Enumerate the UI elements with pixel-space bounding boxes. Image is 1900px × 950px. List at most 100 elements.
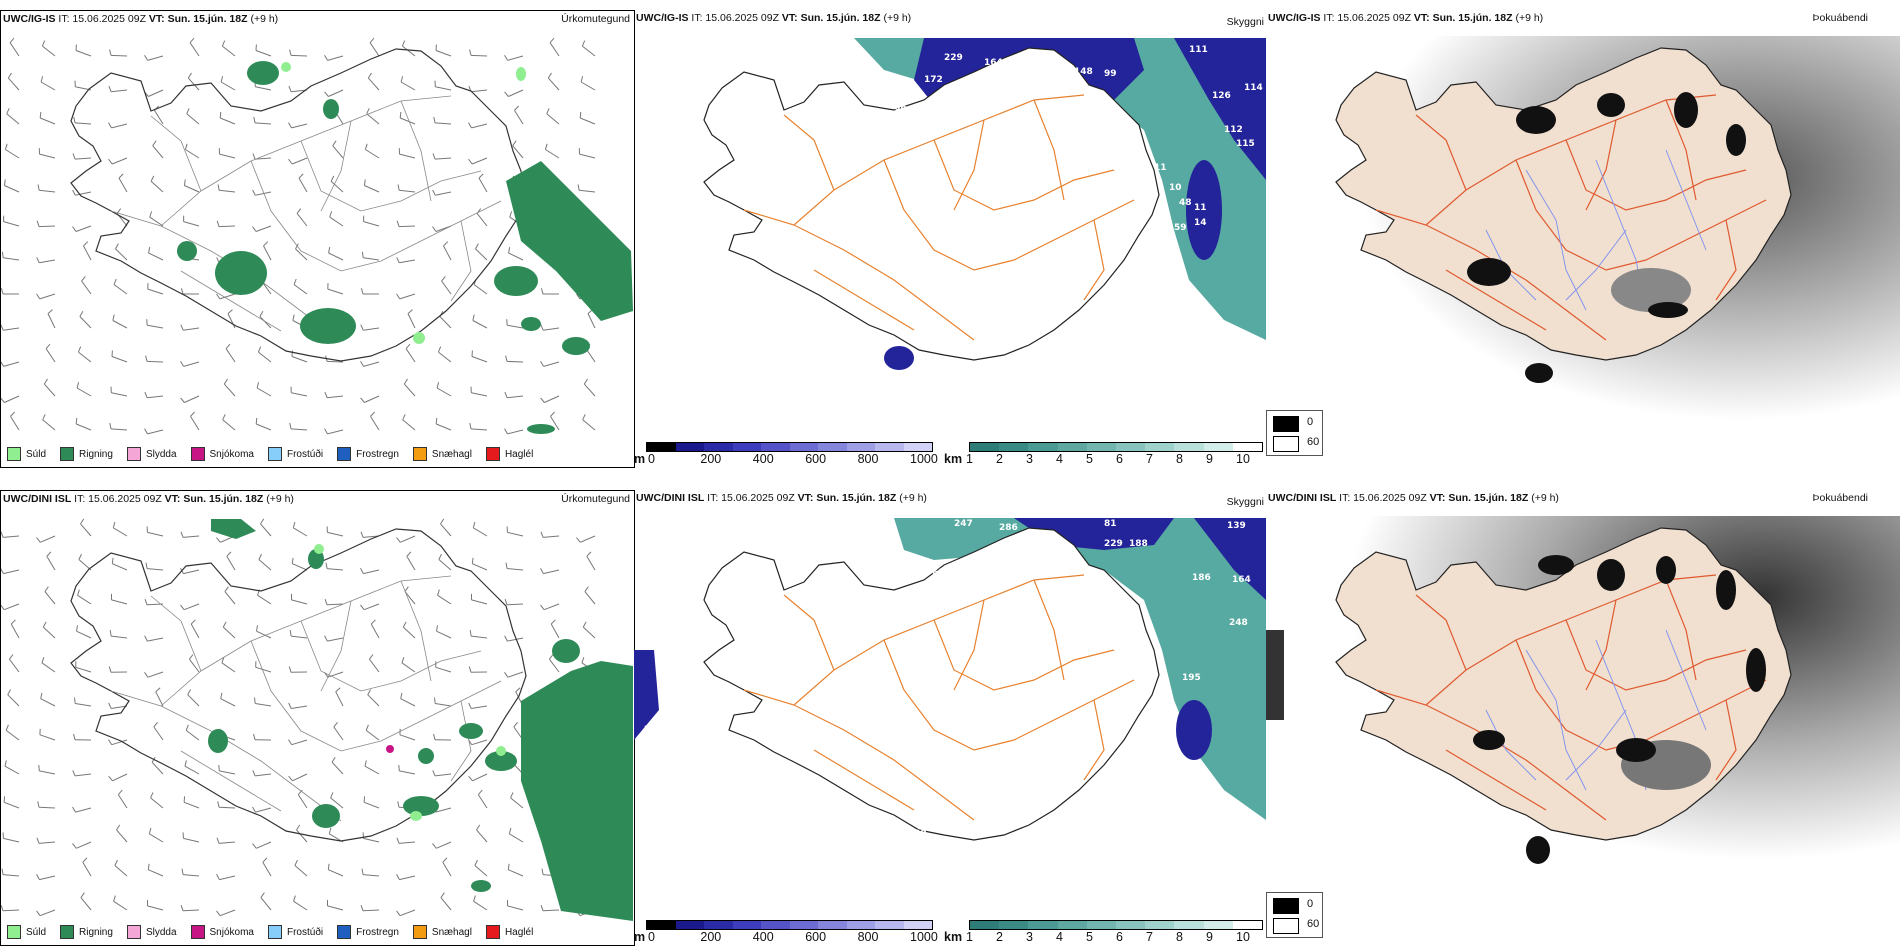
wind-barb xyxy=(363,801,380,809)
wind-barb xyxy=(293,527,308,537)
wind-barb xyxy=(47,313,56,329)
wind-barb xyxy=(116,829,128,843)
cloud-base-label: 63 xyxy=(1174,783,1187,793)
wind-barb xyxy=(38,225,56,228)
wind-barb-flag xyxy=(540,361,545,367)
wind-barb xyxy=(111,356,128,363)
wind-barb-flag xyxy=(549,654,554,660)
wind-barb xyxy=(220,81,236,91)
wind-barb-flag xyxy=(361,251,364,258)
wind-barb xyxy=(3,221,20,227)
wind-barb xyxy=(583,383,596,397)
wind-barb xyxy=(508,252,524,261)
legend-swatch xyxy=(337,925,352,939)
wind-barb xyxy=(550,416,560,431)
wind-barb-flag xyxy=(324,598,328,605)
wind-barb xyxy=(255,703,272,707)
iceland-outline xyxy=(703,527,1160,841)
cloud-base-label: 66 xyxy=(934,101,947,111)
legend-item: Snæhagl xyxy=(412,447,472,461)
cloud-base-label: 164 xyxy=(1232,575,1251,585)
wind-barb xyxy=(83,245,92,261)
wind-barb-flag xyxy=(504,91,509,97)
wind-barb-flag xyxy=(478,173,484,179)
wind-barb xyxy=(115,248,128,261)
wind-barb xyxy=(220,117,236,125)
wind-barb xyxy=(147,531,164,537)
wind-barb-flag xyxy=(288,702,292,709)
fog-blobs xyxy=(1473,555,1766,864)
wind-barb xyxy=(185,729,200,741)
wind-barb-flag xyxy=(83,241,89,247)
colorbar-tick: 10 xyxy=(1236,452,1250,466)
colorbar-tick: 5 xyxy=(1086,930,1093,944)
wind-barb xyxy=(41,662,56,673)
wind-barb-flag xyxy=(443,241,449,247)
wind-barb-flag xyxy=(180,904,184,911)
wind-barb xyxy=(402,419,416,431)
row1-cloud-title: Skyggni xyxy=(1226,16,1264,28)
wind-barb xyxy=(542,909,560,912)
wind-barb xyxy=(150,180,164,193)
legend-label: Frostúði xyxy=(286,448,324,460)
wind-barb-flag xyxy=(504,635,508,642)
wind-barb-flag xyxy=(508,247,511,254)
legend-item: Haglél xyxy=(485,447,533,461)
wind-barb xyxy=(82,862,92,877)
wind-barb xyxy=(475,248,488,261)
wind-barb xyxy=(507,55,524,61)
cloud-base-label: 11 xyxy=(1154,163,1167,173)
wind-barb-flag xyxy=(292,521,296,528)
colorbar-tick: 2 xyxy=(996,930,1003,944)
wind-barb xyxy=(474,865,488,877)
wind-barb-flag xyxy=(289,422,292,429)
wind-barb xyxy=(110,54,128,57)
wind-barb xyxy=(290,54,308,57)
wind-barb-flag xyxy=(37,801,40,808)
wind-barb-flag xyxy=(259,311,264,317)
wind-barb xyxy=(295,248,308,261)
wind-barb xyxy=(260,523,272,537)
wind-barb xyxy=(111,392,128,397)
wind-barb xyxy=(402,626,416,639)
wind-barb-flag xyxy=(257,346,262,353)
wind-barb xyxy=(580,81,596,91)
wind-barb-flag xyxy=(515,687,521,693)
wind-barb-flag xyxy=(367,689,372,695)
wind-barb-flag xyxy=(108,122,112,129)
wind-barb xyxy=(579,189,596,193)
wind-barb-flag xyxy=(469,49,472,56)
cloud-base-label: 68 xyxy=(1019,813,1032,823)
wind-barb-flag xyxy=(180,531,184,538)
wind-barb xyxy=(329,216,344,227)
wind-barb-flag xyxy=(366,108,370,114)
legend-swatch xyxy=(7,447,21,461)
wind-barb-flag xyxy=(187,689,192,695)
wind-barb xyxy=(291,356,308,363)
wind-barb-flag xyxy=(397,184,400,191)
cloud-base-label: 247 xyxy=(954,519,973,529)
wind-barb-flag xyxy=(226,551,232,557)
wind-barb-flag xyxy=(540,904,544,911)
wind-barb xyxy=(328,89,344,97)
wind-barb xyxy=(110,428,128,431)
wind-barb xyxy=(438,559,452,571)
wind-barb-flag xyxy=(293,895,296,902)
wind-barb xyxy=(327,637,344,642)
wind-barb xyxy=(219,909,236,917)
wind-barb-flag xyxy=(147,863,150,870)
wind-barb xyxy=(256,630,272,639)
ceiling-colorbar: m 0 200 400 600 800 1000 xyxy=(634,442,944,466)
wind-barb-flag xyxy=(223,378,228,385)
legend-swatch xyxy=(190,447,205,461)
wind-barb-flag xyxy=(540,397,545,403)
wind-barb-flag xyxy=(1,397,5,403)
wind-barb-flag xyxy=(10,411,15,417)
wind-barb-flag xyxy=(144,672,149,678)
colorbar-tick: 8 xyxy=(1176,930,1183,944)
wind-barb xyxy=(39,770,56,775)
wind-barb-flag xyxy=(360,361,365,367)
wind-barb xyxy=(292,563,308,571)
wind-barb xyxy=(543,569,560,575)
wind-barb-flag xyxy=(400,692,403,699)
